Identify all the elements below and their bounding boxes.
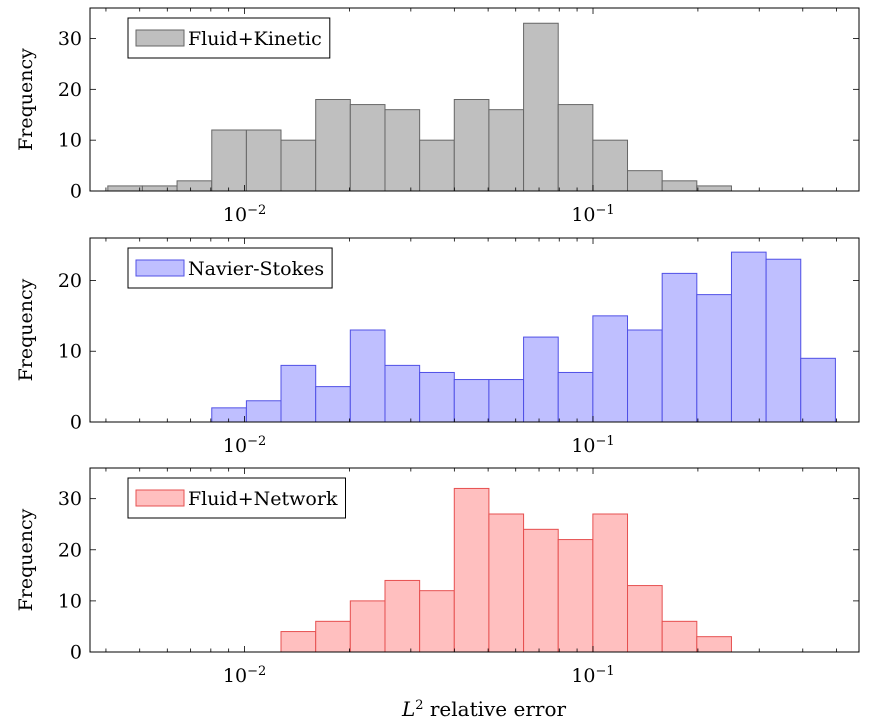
bar-p1-12	[488, 109, 525, 192]
panel-3: 10−2 10−1 0 10 20 30 Frequency Fluid+Network	[15, 467, 860, 688]
bar-p1-5	[245, 129, 282, 192]
bar-p1-1	[107, 185, 143, 192]
bar-p2-15	[696, 294, 732, 423]
bar-p1-9	[384, 109, 421, 192]
bar-p1-8	[349, 104, 386, 192]
y-tick-label: 10	[58, 590, 82, 612]
bar-p3-6	[453, 487, 490, 653]
y-axis-label: Frequency	[15, 48, 37, 151]
bar-p3-10	[592, 513, 629, 653]
bar-p2-9	[488, 379, 525, 423]
bar-p2-17	[765, 258, 802, 423]
x-tick-label: 10−2	[223, 203, 266, 227]
plot-frame	[89, 7, 860, 192]
bar-p1-6	[280, 139, 317, 192]
bar-p2-11	[557, 371, 594, 423]
bar-p1-18	[696, 185, 732, 192]
bar-p3-1	[280, 631, 317, 653]
bar-p1-10	[419, 139, 455, 192]
bar-p2-2	[245, 400, 282, 423]
bar-p1-15	[592, 139, 629, 192]
x-axis-label: L2 relative error	[401, 697, 567, 721]
bar-p2-1	[211, 407, 247, 423]
legend-label: Fluid+Network	[188, 488, 338, 510]
y-tick-label: 20	[58, 539, 82, 561]
y-tick-label: 30	[58, 28, 82, 50]
bar-p1-11	[453, 99, 490, 192]
bar-p1-14	[557, 104, 594, 192]
legend: Navier-Stokes	[127, 247, 333, 289]
x-tick-label: 10−1	[571, 664, 614, 688]
bar-p2-14	[661, 272, 698, 423]
bar-p2-16	[730, 251, 767, 423]
legend: Fluid+Network	[127, 477, 346, 519]
legend: Fluid+Kinetic	[127, 17, 331, 59]
y-tick-label: 0	[70, 412, 82, 434]
bar-p1-4	[211, 129, 247, 192]
legend-swatch	[135, 259, 185, 277]
bar-p3-8	[523, 528, 559, 653]
legend-label: Fluid+Kinetic	[188, 28, 322, 50]
bar-p3-12	[661, 620, 698, 653]
y-tick-label: 0	[70, 642, 82, 664]
bar-p1-13	[523, 22, 559, 192]
x-tick-label: 10−1	[571, 434, 614, 458]
bar-p3-7	[488, 513, 525, 653]
bar-p2-7	[419, 371, 455, 423]
x-tick-label: 10−2	[223, 664, 266, 688]
bar-p3-11	[627, 585, 663, 653]
bar-p3-5	[419, 590, 455, 653]
bar-p1-3	[176, 180, 213, 192]
bar-p1-7	[315, 99, 351, 192]
bar-p2-18	[800, 357, 836, 423]
plot-frame	[89, 237, 860, 423]
y-tick-label: 20	[58, 270, 82, 292]
bar-p2-3	[280, 364, 317, 423]
bar-p1-2	[141, 185, 178, 192]
bar-p2-6	[384, 364, 421, 423]
bar-p2-5	[349, 329, 386, 423]
panel-2: 10−2 10−1 0 10 20 Frequency Navier-Stokes	[15, 237, 860, 458]
y-axis-label: Frequency	[15, 278, 37, 381]
bar-p2-4	[315, 386, 351, 423]
bar-p2-13	[627, 329, 663, 423]
legend-label: Navier-Stokes	[188, 258, 324, 280]
y-tick-label: 10	[58, 130, 82, 152]
y-tick-label: 0	[70, 181, 82, 203]
panel-1: 10−2 10−1 0 10 20 30 Frequency Fluid+Kinetic	[15, 7, 860, 227]
x-tick-label: 10−2	[223, 434, 266, 458]
bar-p3-4	[384, 579, 421, 653]
bar-p3-13	[696, 636, 732, 653]
bar-p2-10	[523, 336, 559, 423]
bar-p2-8	[453, 379, 490, 423]
legend-swatch	[135, 29, 185, 47]
legend-swatch	[135, 489, 185, 507]
bar-p1-16	[627, 170, 663, 192]
bar-p3-9	[557, 539, 594, 653]
bar-p2-12	[592, 315, 629, 423]
bar-p3-3	[349, 600, 386, 653]
x-tick-label: 10−1	[571, 203, 614, 227]
y-axis-label: Frequency	[15, 508, 37, 611]
bar-p1-17	[661, 180, 698, 192]
y-tick-label: 30	[58, 488, 82, 510]
bar-p3-2	[315, 620, 351, 653]
y-tick-label: 20	[58, 79, 82, 101]
plot-frame	[89, 467, 860, 653]
y-tick-label: 10	[58, 341, 82, 363]
